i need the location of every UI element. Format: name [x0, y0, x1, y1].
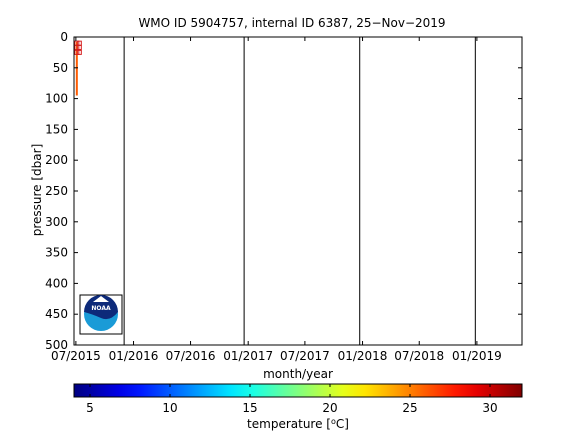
- y-tick-label: 400: [45, 276, 68, 290]
- y-tick-label: 300: [45, 215, 68, 229]
- y-tick-label: 200: [45, 153, 68, 167]
- x-axis: 07/2015 01/2016 07/2016 01/2017 07/2017 01/20…: [51, 37, 502, 363]
- flagged-point: [74, 49, 80, 55]
- y-tick-label: 450: [45, 307, 68, 321]
- x-tick-label: 01/2016: [109, 349, 159, 363]
- noaa-logo: NOAA: [79, 294, 123, 335]
- x-tick-label: 07/2016: [166, 349, 216, 363]
- colorbar: 5 10 15 20 25 30: [73, 383, 523, 415]
- flagged-point: [76, 44, 82, 50]
- colorbar-gradient: [73, 383, 523, 398]
- x-axis-label: month/year: [263, 367, 333, 381]
- flagged-point: [76, 49, 82, 55]
- plot-area: [73, 36, 523, 346]
- y-tick-label: 350: [45, 246, 68, 260]
- colorbar-tick-label: 25: [402, 401, 417, 415]
- y-axis: 0 50 100 150 200 250 300 350 400 450 500: [45, 30, 522, 352]
- colorbar-tick-label: 15: [242, 401, 257, 415]
- colorbar-tick-label: 20: [322, 401, 337, 415]
- colorbar-label: temperature [oC]: [247, 417, 349, 432]
- flagged-point: [74, 44, 80, 50]
- logo-sky: [84, 295, 118, 320]
- x-tick-label: 07/2015: [51, 349, 101, 363]
- logo-lettering: NOAA: [91, 305, 111, 312]
- y-tick-label: 100: [45, 92, 68, 106]
- colorbar-tick-label: 5: [86, 401, 94, 415]
- x-tick-label: 07/2017: [280, 349, 330, 363]
- x-tick-label: 01/2018: [338, 349, 388, 363]
- y-axis-label: pressure [dbar]: [30, 144, 44, 237]
- y-tick-label: 50: [53, 61, 68, 75]
- plot-frame: [73, 36, 523, 346]
- logo-bird: [93, 296, 109, 302]
- colorbar-tick-label: 10: [162, 401, 177, 415]
- y-tick-label: 500: [45, 338, 68, 352]
- x-tick-label: 01/2019: [452, 349, 502, 363]
- x-tick-label: 07/2018: [394, 349, 444, 363]
- x-tick-label: 01/2017: [223, 349, 273, 363]
- colorbar-tick-label: 30: [482, 401, 497, 415]
- y-tick-label: 250: [45, 184, 68, 198]
- y-tick-label: 150: [45, 122, 68, 136]
- chart-title: WMO ID 5904757, internal ID 6387, 25−Nov…: [138, 16, 445, 30]
- flagged-point: [76, 40, 82, 46]
- y-tick-label: 0: [60, 30, 68, 44]
